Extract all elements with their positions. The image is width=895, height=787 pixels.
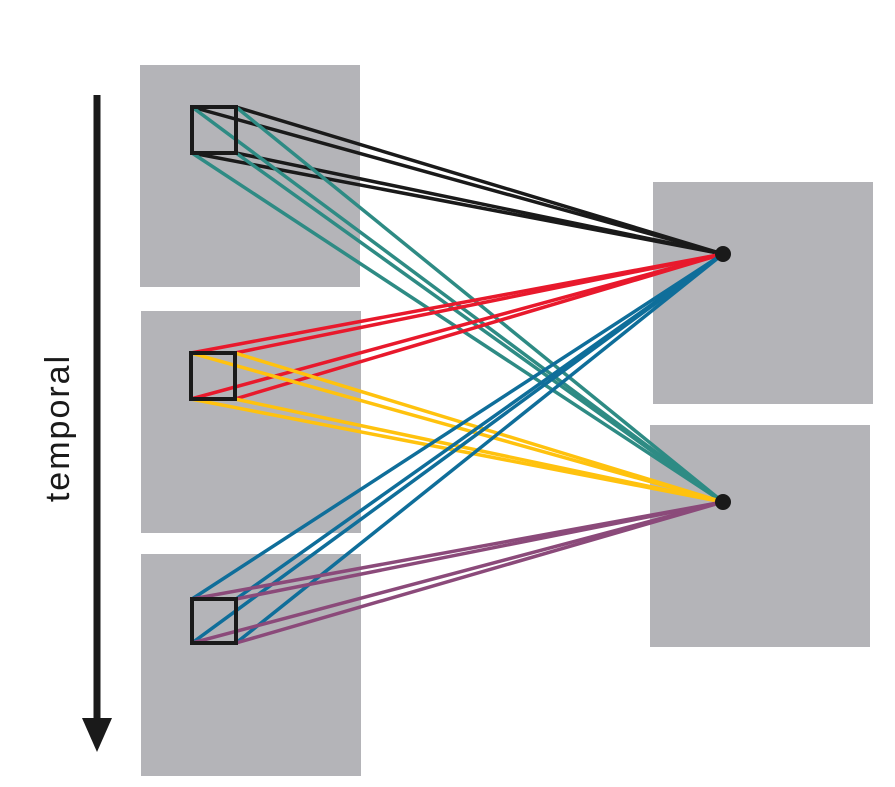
source-patch-2: [189, 351, 237, 401]
source-frame-2-panel: [141, 311, 361, 533]
target-point-2: [715, 494, 731, 510]
source-patch-3: [190, 597, 238, 645]
connection-red-3: [189, 252, 725, 401]
connection-red-4: [233, 252, 725, 401]
source-patch-1: [190, 105, 238, 155]
connection-blue-3: [190, 252, 725, 645]
source-frame-3-panel: [141, 554, 361, 776]
connections-black: [190, 105, 725, 256]
target-frame-1-panel: [653, 182, 873, 404]
source-frame-1-panel: [140, 65, 360, 287]
target-frame-2-panel: [650, 425, 870, 647]
connection-purple-3: [190, 500, 725, 645]
connection-blue-4: [234, 252, 725, 645]
connection-black-2: [234, 105, 725, 256]
connections-red: [189, 252, 725, 401]
connections-blue: [190, 252, 725, 645]
connection-purple-4: [234, 500, 725, 645]
target-point-1: [715, 246, 731, 262]
temporal-arrow-head: [82, 718, 112, 752]
connection-purple-2: [234, 500, 725, 601]
connection-black-1: [190, 105, 725, 256]
connection-red-2: [233, 252, 725, 355]
connections-purple: [190, 500, 725, 645]
connection-blue-1: [190, 252, 725, 601]
connection-black-4: [234, 151, 725, 256]
temporal-axis-label: temporal: [39, 354, 77, 502]
